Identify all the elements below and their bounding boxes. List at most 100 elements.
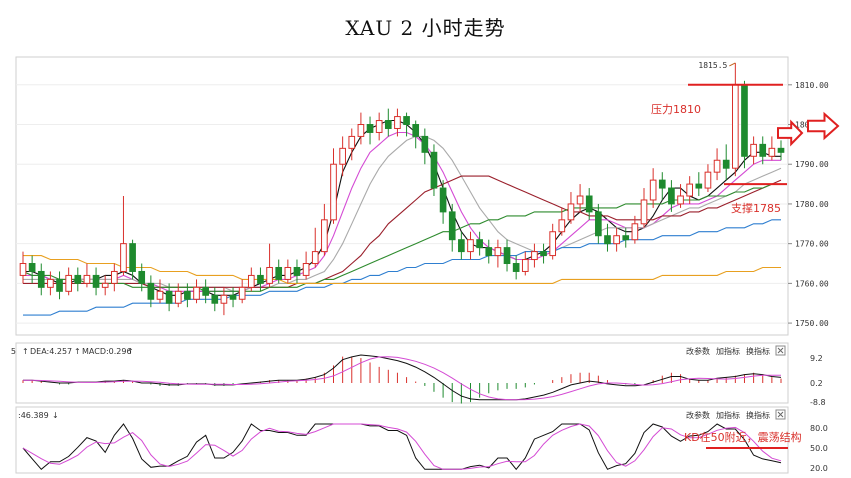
candle-body <box>302 263 310 276</box>
candle <box>494 239 502 268</box>
macd-panel-frame <box>15 342 789 404</box>
candle <box>101 275 109 296</box>
candle-body <box>56 278 63 292</box>
candle-body <box>741 84 748 157</box>
candle <box>439 180 447 224</box>
candle-body <box>558 219 566 233</box>
candle-body <box>677 195 684 205</box>
candle-body <box>613 235 620 245</box>
candle-body <box>521 259 529 272</box>
candle-body <box>275 266 283 280</box>
price-tick-label: 1790.00 <box>795 160 829 169</box>
candle <box>768 136 776 161</box>
candle <box>394 108 401 137</box>
candle <box>193 279 200 304</box>
kd-tick-label: 80.0 <box>810 424 828 433</box>
candle-body <box>658 179 666 189</box>
kd-k-line <box>22 423 782 471</box>
candle <box>713 148 721 181</box>
candle <box>238 279 246 304</box>
kd-btn-add-indicator: 加指标 <box>716 410 740 420</box>
candle <box>184 283 191 308</box>
candle <box>458 231 465 260</box>
candle <box>540 243 547 264</box>
candle <box>695 172 703 196</box>
candle <box>384 108 392 137</box>
candle <box>604 223 611 252</box>
candle <box>531 243 538 268</box>
macd-tick-label: -8.8 <box>810 398 826 407</box>
candle-body <box>138 270 146 284</box>
candle <box>759 136 767 165</box>
candle-body <box>668 187 675 205</box>
macd-dif-line <box>23 354 782 401</box>
candle <box>47 271 54 296</box>
candle-body <box>458 239 465 253</box>
candle-body <box>357 124 365 137</box>
candle <box>330 148 337 224</box>
candle <box>521 251 529 276</box>
candle-body <box>750 143 757 157</box>
candle-body <box>311 251 319 265</box>
kd-tick-label: 50.0 <box>810 444 828 453</box>
macd-value-label: MACD:0.296 <box>82 347 132 356</box>
candle <box>147 275 155 308</box>
kd-btn-swap-indicator: 换指标 <box>746 410 770 420</box>
candle-body <box>211 294 219 304</box>
ma-line-ma400 <box>23 255 781 284</box>
candle <box>558 207 566 236</box>
macd-arrow: ↑ <box>74 347 81 356</box>
candle-body <box>165 290 173 304</box>
candle-body <box>467 239 474 253</box>
candle <box>430 144 438 196</box>
candle <box>658 172 666 200</box>
macd-tick-label: 0.2 <box>810 379 823 388</box>
candle-body <box>83 274 91 284</box>
candle <box>357 112 365 145</box>
candle-body <box>220 294 228 304</box>
candle <box>412 120 420 149</box>
candle-body <box>640 199 648 225</box>
candle-body <box>101 282 109 288</box>
candle-body <box>120 243 127 272</box>
candle-body <box>37 270 45 288</box>
candle <box>220 287 228 316</box>
candle-body <box>238 286 246 300</box>
kd-btn-change-params: 改参数 <box>686 410 710 420</box>
candle-body <box>229 294 237 300</box>
candle-body <box>567 203 575 221</box>
price-tick-label: 1770.00 <box>795 240 829 249</box>
candle <box>165 283 173 312</box>
dea-value-label: DEA:4.257 <box>30 347 72 356</box>
candle-body <box>412 124 420 137</box>
candle-body <box>28 263 36 272</box>
candle <box>129 239 136 280</box>
candle-body <box>421 135 429 153</box>
candle <box>567 192 575 224</box>
candle <box>339 136 346 177</box>
candle <box>777 140 785 161</box>
kd-d-line <box>22 423 782 470</box>
candle-body <box>330 163 337 221</box>
candle-body <box>147 282 155 300</box>
candle <box>257 267 264 292</box>
candle <box>503 239 511 272</box>
candle-body <box>604 235 611 245</box>
candle <box>19 251 27 284</box>
candle <box>595 203 602 244</box>
candle <box>750 136 757 165</box>
candle-body <box>366 124 374 133</box>
candle <box>649 168 657 208</box>
candle-body <box>448 211 456 241</box>
candle <box>74 267 82 292</box>
candle-body <box>394 116 401 129</box>
candle <box>120 196 127 276</box>
candle <box>448 203 456 252</box>
macd-hist-arrow: ↑ <box>127 347 134 356</box>
candle <box>302 251 310 280</box>
candle-body <box>92 274 100 288</box>
support-label: 支撑1785 <box>731 201 781 215</box>
price-tick-label: 1760.00 <box>795 279 829 288</box>
candle <box>485 239 493 264</box>
